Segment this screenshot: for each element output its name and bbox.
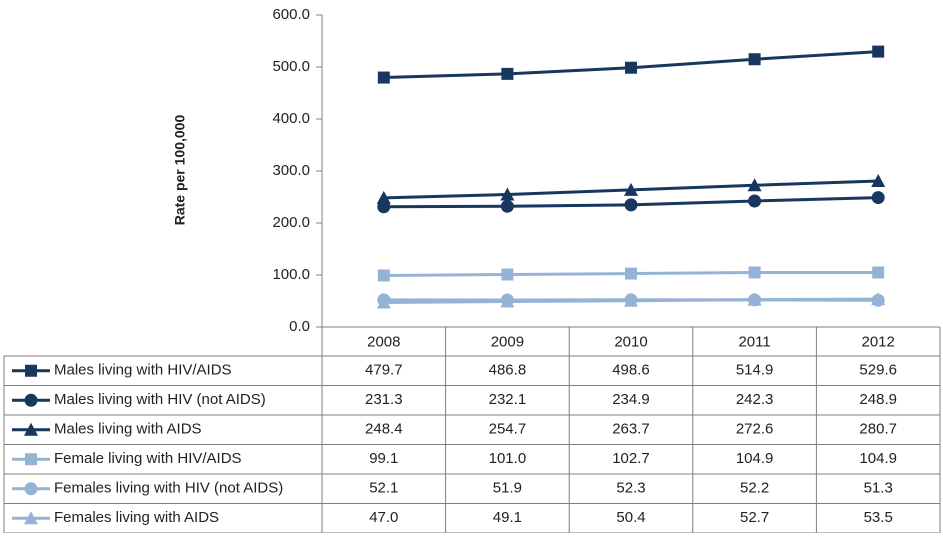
table-value: 234.9 <box>612 391 650 408</box>
marker <box>500 187 515 201</box>
legend-label: Females living with AIDS <box>54 509 219 526</box>
marker <box>747 292 762 306</box>
legend-label: Female living with HIV/AIDS <box>54 450 242 467</box>
y-tick-label: 400.0 <box>272 110 310 127</box>
marker <box>748 266 761 279</box>
legend-marker <box>24 511 38 525</box>
table-value: 498.6 <box>612 362 650 379</box>
legend-marker <box>25 453 37 466</box>
marker <box>872 266 885 279</box>
x-tick-label: 2009 <box>491 333 524 350</box>
table-value: 254.7 <box>489 421 527 438</box>
marker <box>500 294 515 308</box>
marker <box>748 194 762 208</box>
table-value: 280.7 <box>859 421 897 438</box>
legend-label: Males living with HIV (not AIDS) <box>54 391 266 408</box>
table-value: 479.7 <box>365 362 403 379</box>
x-tick-label: 2010 <box>614 333 647 350</box>
marker <box>624 198 638 212</box>
table-value: 47.0 <box>369 509 398 526</box>
marker <box>500 199 514 213</box>
legend-label: Males living with HIV/AIDS <box>54 362 232 379</box>
table-value: 248.4 <box>365 421 403 438</box>
marker <box>377 71 390 84</box>
table-value: 51.9 <box>493 480 522 497</box>
table-value: 231.3 <box>365 391 403 408</box>
table-value: 529.6 <box>859 362 897 379</box>
table-value: 52.3 <box>616 480 645 497</box>
table-value: 50.4 <box>616 509 645 526</box>
marker <box>871 174 886 188</box>
marker <box>747 178 762 192</box>
marker <box>376 295 391 309</box>
y-tick-label: 200.0 <box>272 214 310 231</box>
marker <box>625 61 637 74</box>
marker <box>624 182 638 196</box>
table-value: 263.7 <box>612 421 650 438</box>
legend-label: Females living with HIV (not AIDS) <box>54 480 283 497</box>
x-tick-label: 2012 <box>862 333 895 350</box>
y-tick-label: 0.0 <box>289 318 310 335</box>
table-value: 52.2 <box>740 480 769 497</box>
y-tick-label: 100.0 <box>272 266 310 283</box>
table-value: 232.1 <box>489 391 527 408</box>
marker <box>872 45 885 58</box>
marker <box>871 292 886 306</box>
table-value: 242.3 <box>736 391 774 408</box>
table-value: 272.6 <box>736 421 774 438</box>
legend-marker <box>24 422 38 436</box>
marker <box>376 190 391 204</box>
table-value: 514.9 <box>736 362 774 379</box>
table-value: 248.9 <box>859 391 897 408</box>
table-value: 53.5 <box>864 509 893 526</box>
table-value: 51.3 <box>864 480 893 497</box>
marker <box>501 67 514 80</box>
table-value: 102.7 <box>612 450 650 467</box>
y-tick-label: 600.0 <box>272 6 310 23</box>
x-tick-label: 2008 <box>367 333 400 350</box>
y-tick-label: 300.0 <box>272 162 310 179</box>
marker <box>377 269 390 282</box>
marker <box>625 267 637 280</box>
table-value: 52.7 <box>740 509 769 526</box>
marker <box>624 293 638 307</box>
y-tick-label: 500.0 <box>272 58 310 75</box>
table-value: 104.9 <box>736 450 774 467</box>
table-value: 49.1 <box>493 509 522 526</box>
marker <box>871 191 885 205</box>
table-value: 52.1 <box>369 480 398 497</box>
table-value: 104.9 <box>859 450 897 467</box>
table-value: 101.0 <box>489 450 527 467</box>
table-value: 99.1 <box>369 450 398 467</box>
table-value: 486.8 <box>489 362 527 379</box>
legend-marker <box>24 482 38 496</box>
legend-marker <box>25 364 37 377</box>
marker <box>748 53 761 66</box>
x-tick-label: 2011 <box>738 333 770 350</box>
marker <box>501 268 514 281</box>
y-axis-label: Rate per 100,000 <box>172 115 188 226</box>
legend-marker <box>24 393 38 407</box>
legend-label: Males living with AIDS <box>54 421 202 438</box>
